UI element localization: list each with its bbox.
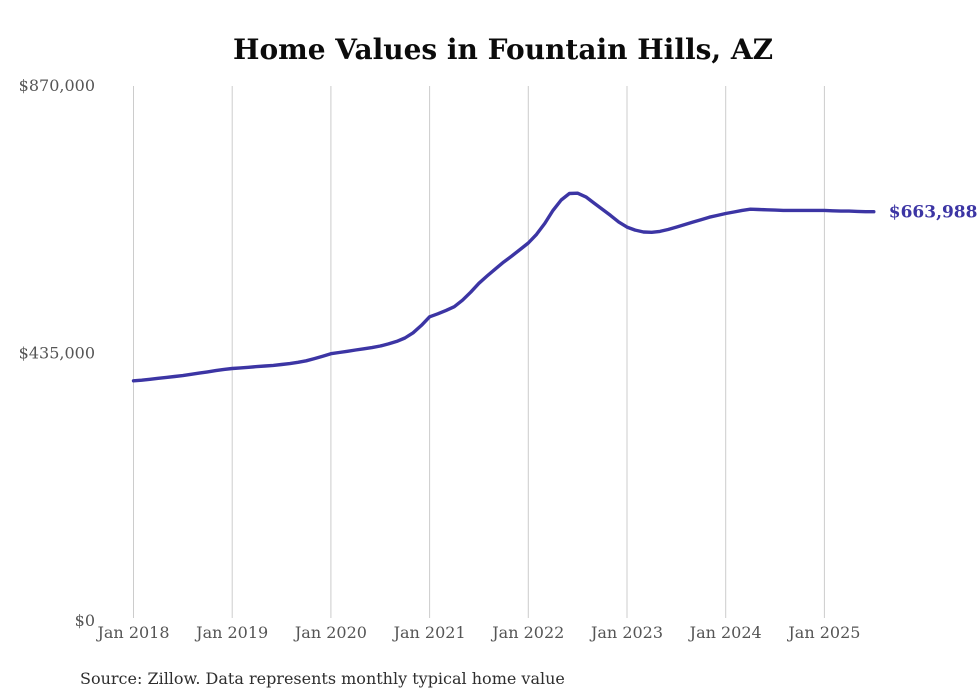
end-value-label: $663,988 (889, 203, 978, 223)
y-tick-label: $870,000 (19, 76, 95, 95)
x-tick-label: Jan 2019 (194, 623, 268, 642)
y-tick-label: $435,000 (19, 344, 95, 363)
x-tick-label: Jan 2022 (490, 623, 564, 642)
x-tick-label: Jan 2018 (95, 623, 169, 642)
x-axis-labels-group: Jan 2018 Jan 2019 Jan 2020 Jan 2021 Jan 2022… (95, 623, 860, 642)
series-line (131, 191, 876, 383)
chart-title: Home Values in Fountain Hills, AZ (233, 33, 773, 66)
x-tick-label: Jan 2021 (392, 623, 466, 642)
source-note: Source: Zillow. Data represents monthly … (80, 669, 565, 688)
x-tick-label: Jan 2025 (786, 623, 860, 642)
x-tick-label: Jan 2020 (293, 623, 367, 642)
x-tick-label: Jan 2023 (589, 623, 663, 642)
gridlines-group (133, 86, 825, 618)
series-group: $663,988 (131, 191, 978, 383)
y-tick-label: $0 (75, 611, 95, 630)
x-tick-label: Jan 2024 (688, 623, 762, 642)
y-axis-labels-group: $0 $435,000 $870,000 (19, 76, 95, 630)
